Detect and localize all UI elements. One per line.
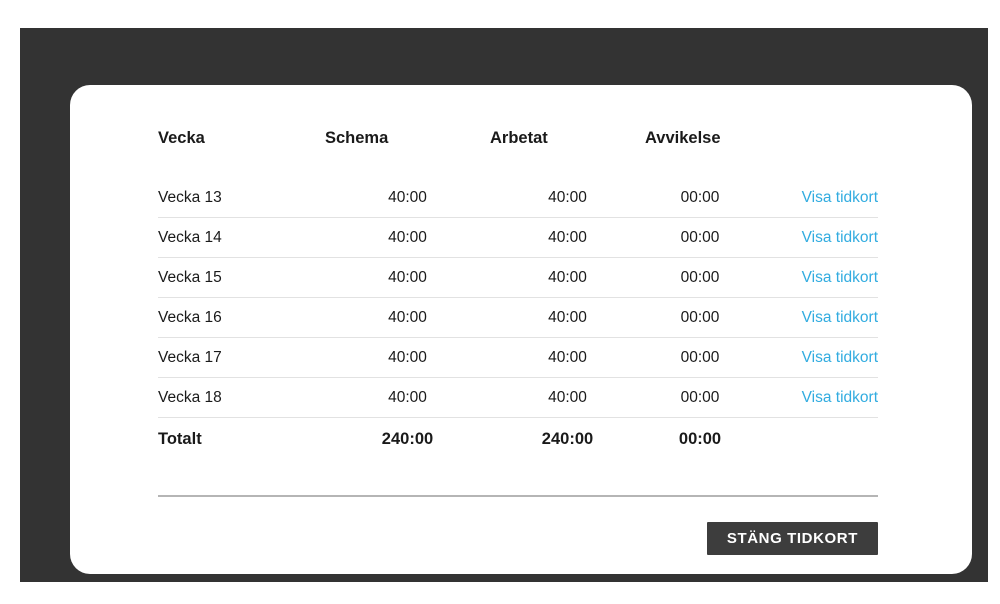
- cell-worked: 40:00: [490, 377, 645, 418]
- table-header: Vecka Schema Arbetat Avvikelse: [158, 129, 878, 178]
- view-timecard-link[interactable]: Visa tidkort: [801, 388, 878, 406]
- column-header-schedule: Schema: [325, 129, 389, 147]
- cell-action: Visa tidkort: [755, 257, 878, 298]
- cell-total-deviation: 00:00: [678, 429, 722, 448]
- cell-worked: 40:00: [490, 297, 645, 338]
- cell-deviation: 00:00: [645, 337, 755, 378]
- cell-week: Vecka 18: [158, 377, 325, 418]
- table-header-row: Vecka Schema Arbetat Avvikelse: [158, 129, 878, 178]
- cell-deviation: 00:00: [645, 217, 755, 258]
- cell-deviation: 00:00: [645, 257, 755, 298]
- cell-total-action: [755, 418, 878, 461]
- cell-schedule: 40:00: [325, 257, 490, 298]
- cell-worked: 40:00: [490, 337, 645, 378]
- cell-schedule: 40:00: [325, 377, 490, 418]
- table-total-row: Totalt 240:00 240:00 00:00: [158, 418, 878, 461]
- timecard-table: Vecka Schema Arbetat Avvikelse Vecka 13 …: [158, 129, 878, 460]
- table-row: Vecka 18 40:00 40:00 00:00 Visa tidkort: [158, 377, 878, 418]
- cell-week: Vecka 13: [158, 178, 325, 218]
- cell-schedule: 40:00: [325, 178, 490, 218]
- table-row: Vecka 14 40:00 40:00 00:00 Visa tidkort: [158, 217, 878, 258]
- view-timecard-link[interactable]: Visa tidkort: [801, 188, 878, 206]
- cell-action: Visa tidkort: [755, 377, 878, 418]
- cell-total-label: Totalt: [158, 429, 202, 448]
- table-bottom-divider: [158, 495, 878, 497]
- cell-action: Visa tidkort: [755, 178, 878, 218]
- cell-total-schedule: 240:00: [381, 429, 434, 448]
- cell-week: Vecka 15: [158, 257, 325, 298]
- table-body: Vecka 13 40:00 40:00 00:00 Visa tidkort …: [158, 178, 878, 460]
- table-row: Vecka 15 40:00 40:00 00:00 Visa tidkort: [158, 257, 878, 298]
- timecard-content: Vecka Schema Arbetat Avvikelse Vecka 13 …: [158, 129, 878, 555]
- cell-deviation: 00:00: [645, 377, 755, 418]
- cell-deviation: 00:00: [645, 297, 755, 338]
- cell-week: Vecka 14: [158, 217, 325, 258]
- cell-week: Vecka 16: [158, 297, 325, 338]
- cell-deviation: 00:00: [645, 178, 755, 218]
- column-header-week: Vecka: [158, 129, 205, 147]
- column-header-deviation: Avvikelse: [645, 129, 721, 147]
- cell-week: Vecka 17: [158, 337, 325, 378]
- column-header-action: [755, 129, 878, 178]
- cell-schedule: 40:00: [325, 217, 490, 258]
- app-frame: Vecka Schema Arbetat Avvikelse Vecka 13 …: [20, 28, 988, 582]
- cell-worked: 40:00: [490, 178, 645, 218]
- cell-schedule: 40:00: [325, 297, 490, 338]
- view-timecard-link[interactable]: Visa tidkort: [801, 228, 878, 246]
- cell-action: Visa tidkort: [755, 297, 878, 338]
- column-header-worked: Arbetat: [490, 129, 548, 147]
- close-timecard-button[interactable]: STÄNG TIDKORT: [706, 522, 878, 555]
- table-row: Vecka 17 40:00 40:00 00:00 Visa tidkort: [158, 337, 878, 378]
- cell-worked: 40:00: [490, 257, 645, 298]
- card-footer: STÄNG TIDKORT: [158, 522, 878, 555]
- view-timecard-link[interactable]: Visa tidkort: [801, 348, 878, 366]
- cell-action: Visa tidkort: [755, 337, 878, 378]
- timecard-card: Vecka Schema Arbetat Avvikelse Vecka 13 …: [70, 85, 972, 574]
- cell-worked: 40:00: [490, 217, 645, 258]
- cell-total-worked: 240:00: [541, 429, 594, 448]
- table-row: Vecka 16 40:00 40:00 00:00 Visa tidkort: [158, 297, 878, 338]
- view-timecard-link[interactable]: Visa tidkort: [801, 268, 878, 286]
- table-row: Vecka 13 40:00 40:00 00:00 Visa tidkort: [158, 178, 878, 218]
- view-timecard-link[interactable]: Visa tidkort: [801, 308, 878, 326]
- cell-action: Visa tidkort: [755, 217, 878, 258]
- cell-schedule: 40:00: [325, 337, 490, 378]
